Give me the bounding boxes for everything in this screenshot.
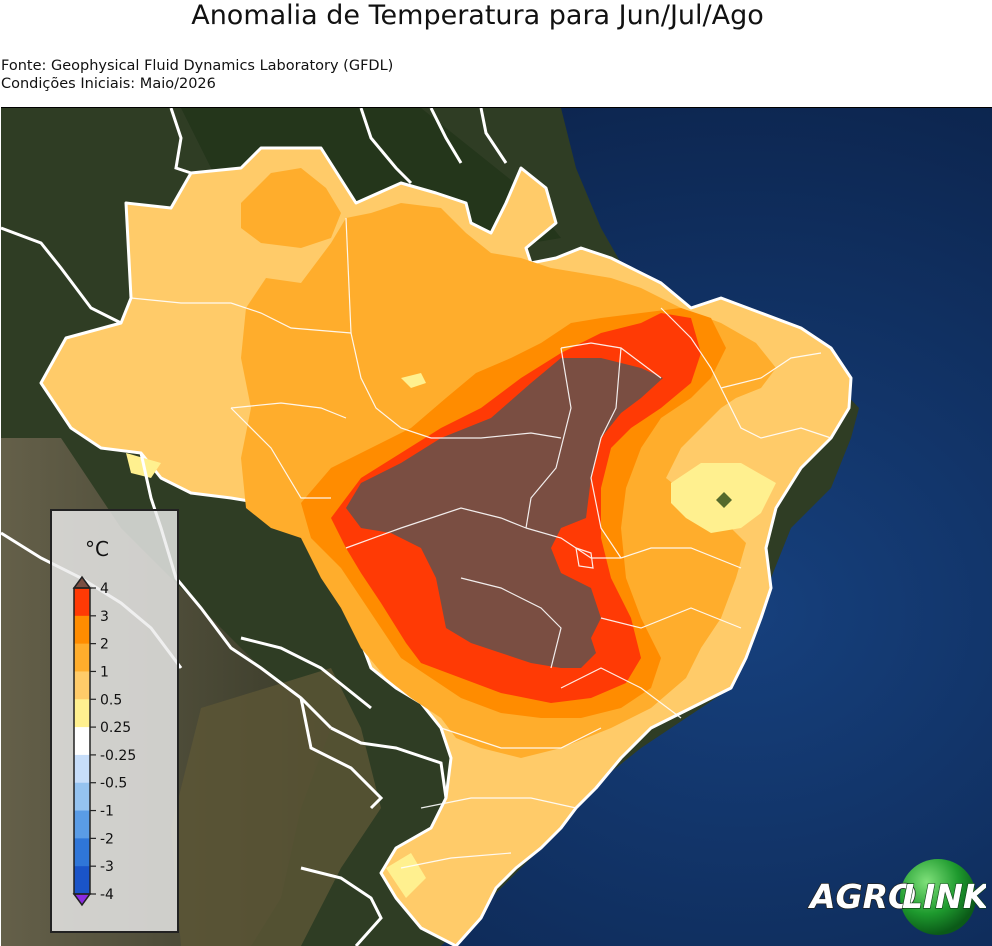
colorbar-under-triangle bbox=[72, 893, 92, 907]
colorbar-band-0.25-0.5 bbox=[74, 699, 90, 728]
colorbar-tick-label: 0.5 bbox=[100, 692, 122, 708]
land-chaco bbox=[171, 668, 381, 946]
map-title: Anomalia de Temperatura para Jun/Jul/Ago bbox=[191, 0, 764, 31]
anomaly-patch-amazon-025 bbox=[401, 373, 426, 388]
colorbar-band-1-2 bbox=[74, 643, 90, 672]
colorbar-band-0.5-1 bbox=[74, 671, 90, 700]
anomaly-band-1-2-north bbox=[241, 168, 341, 248]
agrolink-logo: AGRO LINK bbox=[806, 859, 986, 935]
colorbar-band--4--3 bbox=[74, 866, 90, 895]
colorbar-tick-label: 2 bbox=[100, 637, 109, 653]
logo-globe bbox=[900, 859, 976, 935]
colorbar-tick-label: -4 bbox=[100, 887, 114, 903]
initial-conditions-line: Condições Iniciais: Maio/2026 bbox=[1, 76, 216, 92]
anomaly-dot-northeast bbox=[716, 492, 732, 508]
colorbar-tick-label: 3 bbox=[100, 609, 109, 625]
colorbar-tick-label: -2 bbox=[100, 831, 114, 847]
colorbar-tick-label: 4 bbox=[100, 581, 109, 597]
colorbar-band-3-4 bbox=[74, 588, 90, 617]
colorbar-tick-label: 1 bbox=[100, 664, 109, 680]
colorbar-tick-label: -0.25 bbox=[100, 748, 136, 764]
logo-text-link: LINK bbox=[902, 877, 986, 916]
legend-unit: °C bbox=[85, 537, 109, 561]
colorbar-over-triangle bbox=[72, 575, 92, 589]
colorbar-band-2-3 bbox=[74, 615, 90, 645]
source-line: Fonte: Geophysical Fluid Dynamics Labora… bbox=[1, 58, 394, 74]
colorbar-tick-label: 0.25 bbox=[100, 720, 131, 736]
colorbar-band--0.5--0.25 bbox=[74, 754, 90, 784]
colorbar-tick-label: -3 bbox=[100, 859, 114, 875]
logo-text-agro: AGRO bbox=[807, 877, 916, 916]
anomaly-patch-south-025 bbox=[386, 853, 426, 898]
anomaly-patch-north-1-2 bbox=[431, 248, 466, 280]
colorbar-tick-label: -0.5 bbox=[100, 776, 127, 792]
colorbar: 4 3 2 1 0.5 0.25 -0.25 -0.5 -1 -2 -3 -4 bbox=[72, 575, 136, 907]
colorbar-band--2--1 bbox=[74, 810, 90, 839]
state-borders bbox=[130, 217, 832, 869]
colorbar-ticks: 4 3 2 1 0.5 0.25 -0.25 -0.5 -1 -2 -3 -4 bbox=[90, 581, 136, 903]
colorbar-band--0.25-0.25 bbox=[74, 727, 90, 756]
colorbar-band--3--2 bbox=[74, 838, 90, 867]
colorbar-tick-label: -1 bbox=[100, 804, 114, 820]
colorbar-band--1--0.5 bbox=[74, 782, 90, 812]
colorbar-legend: °C 4 3 2 1 0.5 0.25 -0.25 -0.5 -1 -2 -3 -4 bbox=[50, 509, 179, 933]
colorbar-bands bbox=[74, 588, 90, 895]
country-borders bbox=[1, 108, 508, 946]
colorbar-outline bbox=[73, 587, 91, 895]
anomaly-band-above-4 bbox=[346, 358, 663, 668]
